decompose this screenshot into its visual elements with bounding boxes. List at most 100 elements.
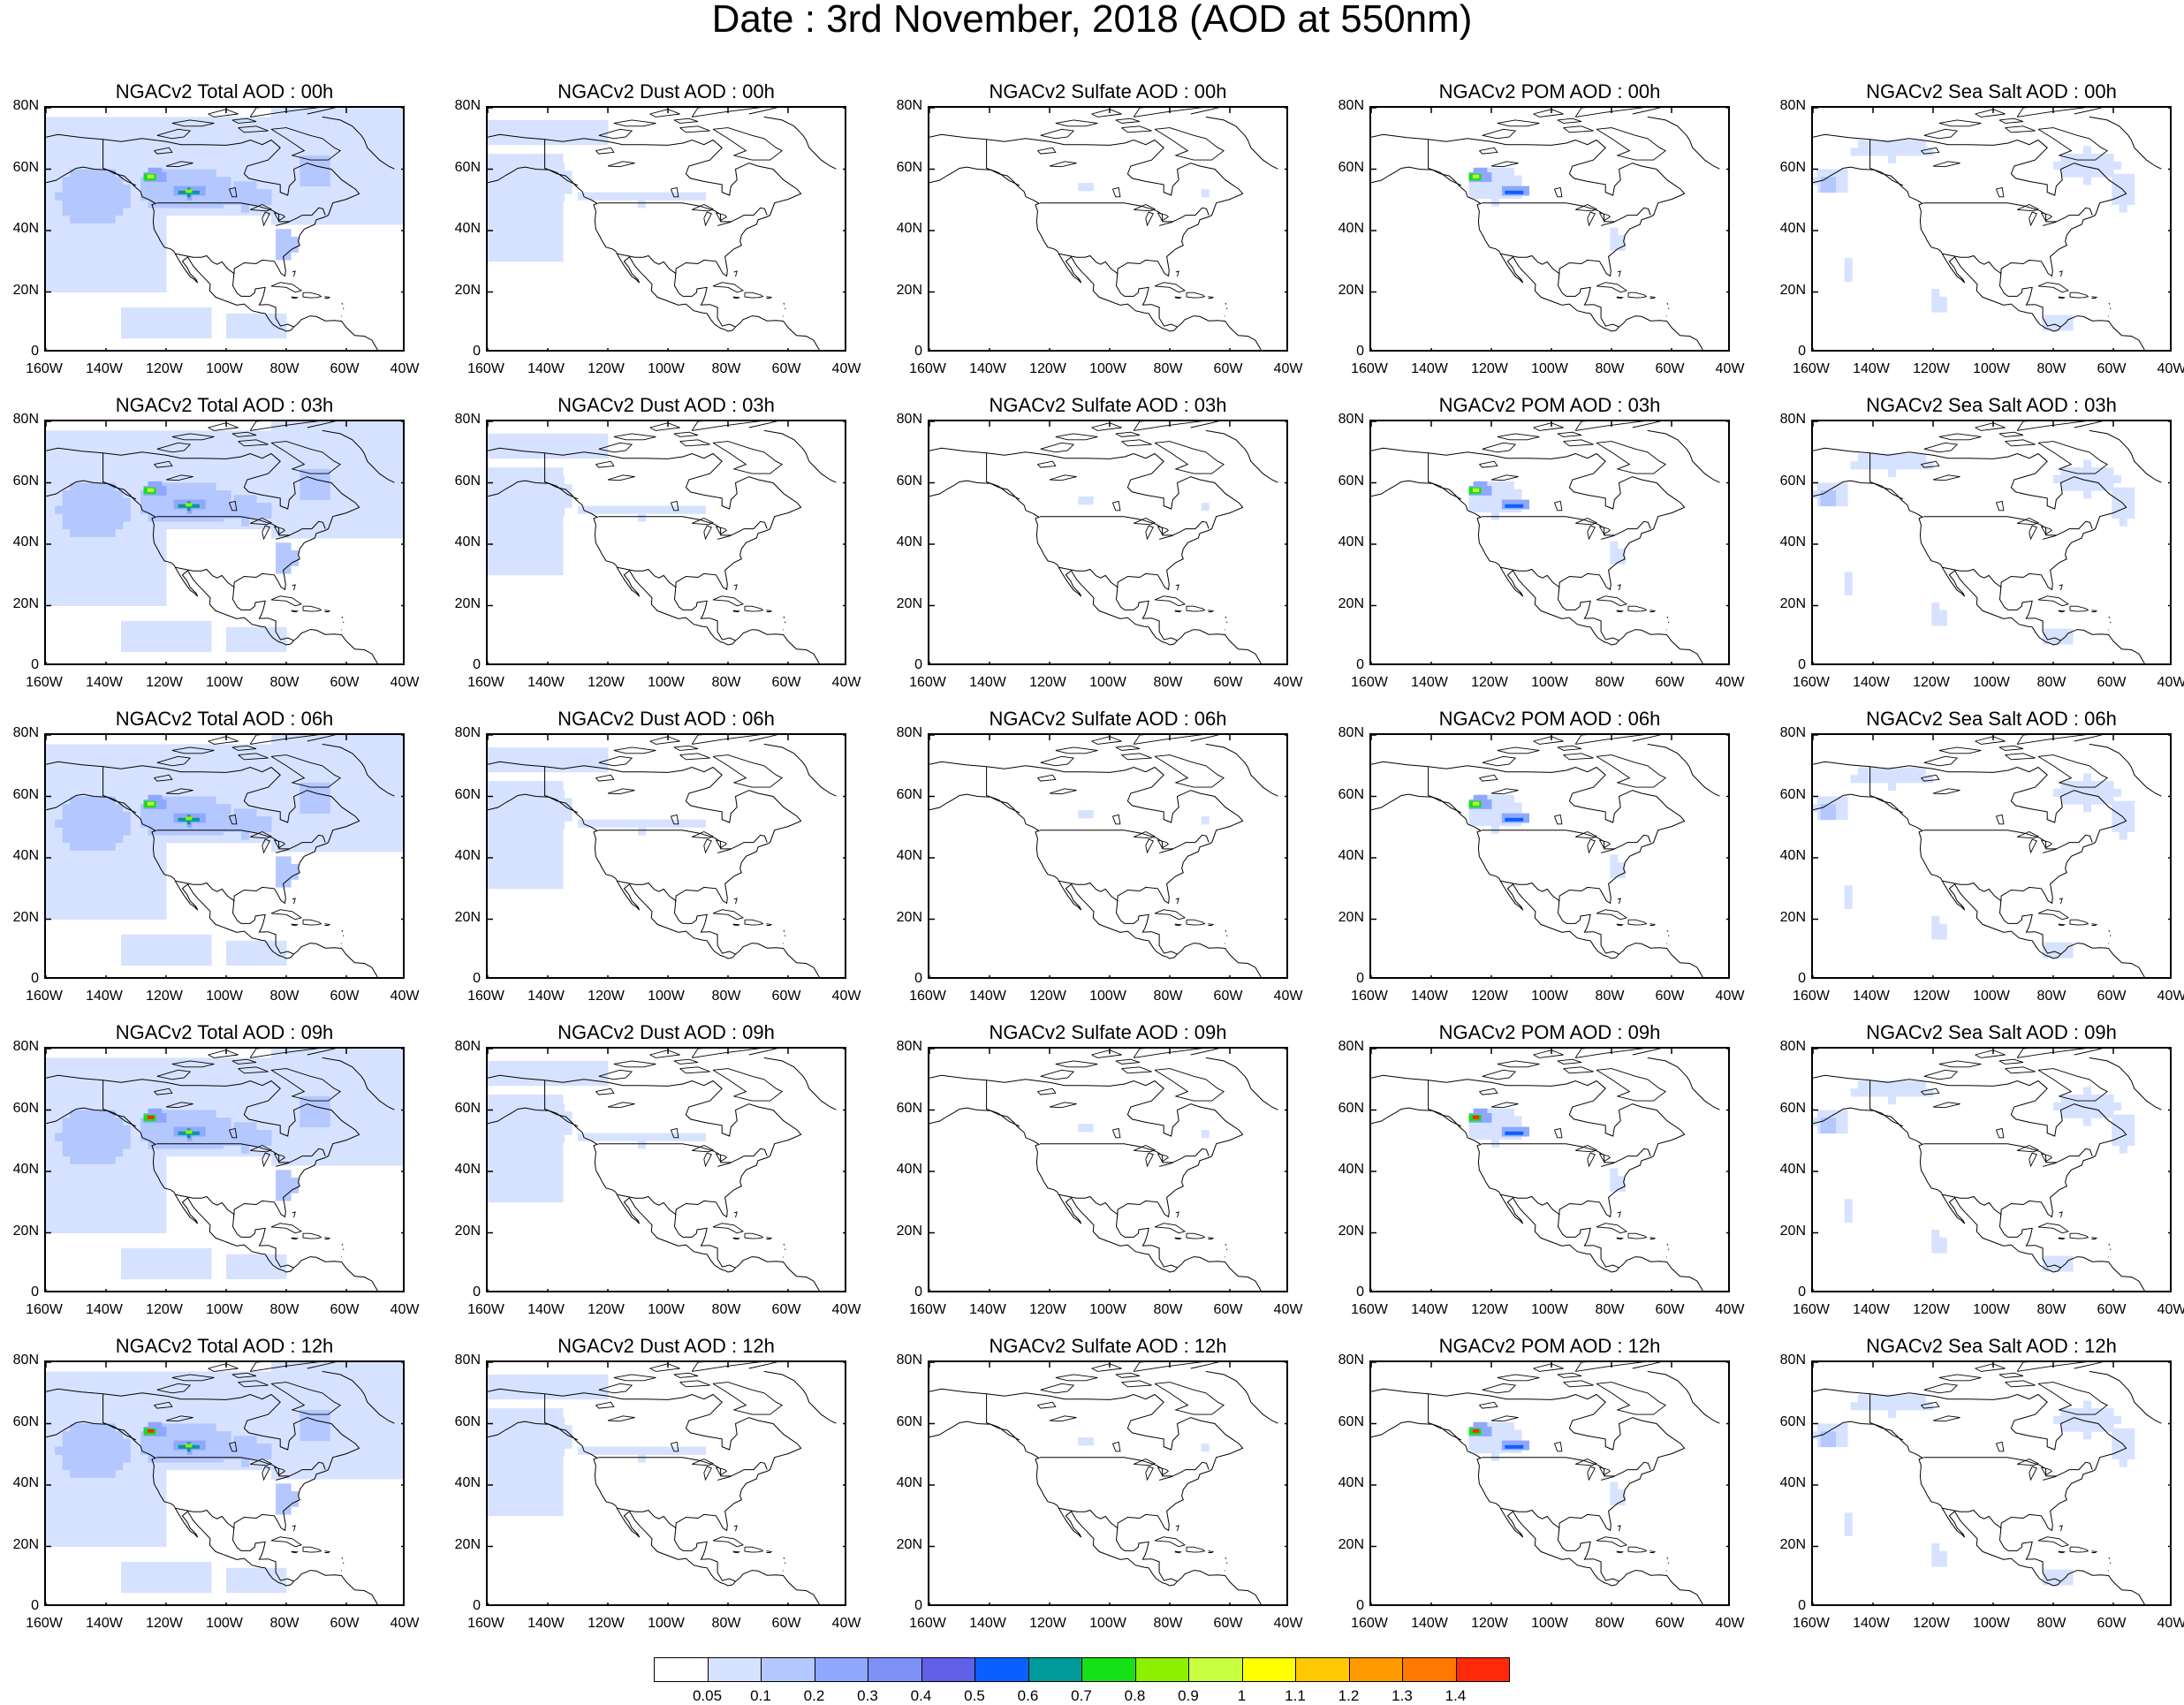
aod-cell (85, 490, 93, 498)
aod-cell (616, 193, 624, 201)
aod-cell (527, 1448, 535, 1456)
island-outline (2109, 930, 2110, 932)
lon-tick-label: 120W (1017, 989, 1079, 1004)
aod-cell (1520, 1441, 1525, 1446)
island-outline (716, 840, 726, 848)
aod-cell (157, 1431, 163, 1436)
aod-cell (512, 170, 519, 178)
lon-tick-label: 60W (1639, 362, 1701, 376)
island-outline (614, 1375, 656, 1381)
lat-tick-label: 80N (1753, 726, 1806, 740)
island-outline (734, 1526, 737, 1531)
aod-cell (315, 783, 322, 791)
aod-cell (78, 1462, 86, 1470)
aod-cell (527, 1104, 535, 1112)
aod-cell (144, 804, 148, 807)
aod-cell (93, 1439, 101, 1447)
aod-cell (1911, 140, 1919, 148)
aod-cell (300, 1111, 307, 1119)
aod-cell (1078, 496, 1086, 504)
aod-cell (256, 511, 264, 519)
aod-cell (1931, 1551, 1939, 1559)
aod-cell (256, 816, 264, 824)
island-outline (292, 1212, 295, 1217)
aod-cell (550, 1433, 557, 1441)
aod-cell (661, 1133, 669, 1141)
island-outline (1155, 755, 1224, 788)
lat-tick-label: 60N (869, 788, 922, 802)
aod-cell (108, 1148, 116, 1156)
island-outline (1596, 128, 1665, 161)
lat-tick-label: 40N (428, 1476, 481, 1490)
aod-cell (193, 513, 201, 521)
aod-cell (2076, 797, 2084, 805)
aod-cell (209, 1454, 216, 1462)
coastline (929, 1421, 1178, 1586)
aod-cell (638, 1133, 646, 1141)
aod-cell (63, 1462, 71, 1470)
aod-cell (201, 170, 209, 178)
island-outline (1999, 746, 2023, 750)
island-outline (1618, 585, 1620, 590)
aod-cell (256, 503, 264, 511)
aod-cell (100, 1462, 108, 1470)
aod-cell (178, 500, 184, 505)
aod-cell (196, 814, 201, 819)
aod-cell (2127, 1436, 2135, 1444)
aod-cell (276, 1506, 284, 1514)
aod-cell (193, 827, 201, 835)
lat-tick-label: 60N (1753, 1415, 1806, 1429)
lat-tick-label: 0 (0, 1285, 39, 1300)
aod-cell (70, 1431, 78, 1439)
lon-tick-label: 60W (314, 362, 375, 376)
lat-tick-label: 80N (869, 99, 922, 113)
aod-cell (150, 175, 154, 178)
aod-cell (1911, 1402, 1919, 1410)
aod-cell (527, 806, 535, 814)
aod-cell (1931, 1230, 1939, 1238)
island-outline (614, 120, 656, 126)
aod-cell (1845, 1520, 1853, 1528)
aod-cell (241, 519, 249, 527)
island-outline (2109, 1557, 2110, 1559)
aod-cell (2112, 488, 2120, 496)
island-outline (1996, 815, 2004, 823)
aod-cell (276, 864, 284, 872)
panel-title: NGACv2 Dust AOD : 12h (445, 1336, 887, 1357)
aod-cell (2053, 789, 2061, 797)
colorbar-label: 0.5 (952, 1687, 997, 1705)
aod-cell (593, 820, 601, 828)
aod-cell (2120, 174, 2127, 182)
aod-cell (123, 513, 131, 521)
aod-cell (284, 542, 292, 550)
aod-cell (55, 193, 63, 201)
aod-cell (193, 1445, 197, 1449)
aod-cell (121, 935, 212, 966)
island-outline (1491, 1416, 1519, 1421)
colorbar-label: 1.3 (1380, 1687, 1424, 1705)
lat-tick-label: 40N (869, 1163, 922, 1177)
lon-tick-label: 40W (2141, 1303, 2184, 1317)
coastline (1633, 421, 1720, 428)
map-svg (929, 1362, 1288, 1606)
aod-cell (1825, 1110, 1833, 1118)
aod-cell (1866, 1081, 1874, 1089)
island-outline (1617, 610, 1623, 612)
aod-cell (1491, 795, 1499, 803)
coastline (1040, 1144, 1209, 1163)
aod-map-panel (1811, 1360, 2172, 1606)
aod-cell (1491, 1430, 1499, 1438)
lon-tick-label: 140W (1840, 1617, 1902, 1631)
aod-cell (63, 193, 71, 201)
aod-cell (1918, 1081, 1926, 1089)
aod-cell (307, 178, 315, 186)
aod-cell (63, 812, 71, 820)
aod-cell (219, 1451, 227, 1459)
aod-cell (100, 177, 108, 185)
lat-tick-label: 0 (428, 345, 481, 359)
aod-cell (144, 1115, 148, 1118)
aod-cell (1866, 1402, 1874, 1410)
aod-cell (535, 469, 542, 477)
island-outline (1176, 1526, 1179, 1531)
lon-tick-label: 120W (1900, 362, 1962, 376)
